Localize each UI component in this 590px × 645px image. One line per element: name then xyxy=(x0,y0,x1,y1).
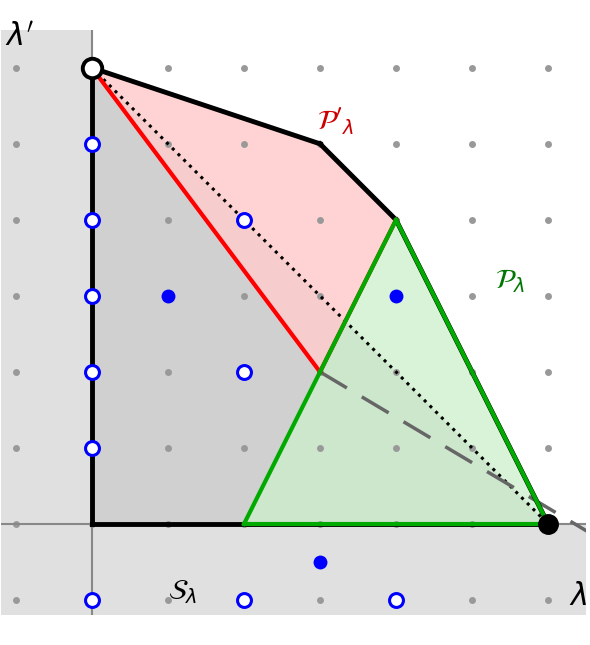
Text: $\mathcal{P}_\lambda$: $\mathcal{P}_\lambda$ xyxy=(495,266,525,295)
Polygon shape xyxy=(92,30,586,524)
Polygon shape xyxy=(92,68,548,524)
Text: $\lambda$: $\lambda$ xyxy=(569,580,588,611)
Text: $\mathcal{P}'_\lambda$: $\mathcal{P}'_\lambda$ xyxy=(317,105,353,137)
Text: $\mathcal{S}_\lambda$: $\mathcal{S}_\lambda$ xyxy=(169,579,198,606)
Text: $\lambda'$: $\lambda'$ xyxy=(5,22,34,53)
Polygon shape xyxy=(244,220,548,524)
Polygon shape xyxy=(92,68,396,372)
